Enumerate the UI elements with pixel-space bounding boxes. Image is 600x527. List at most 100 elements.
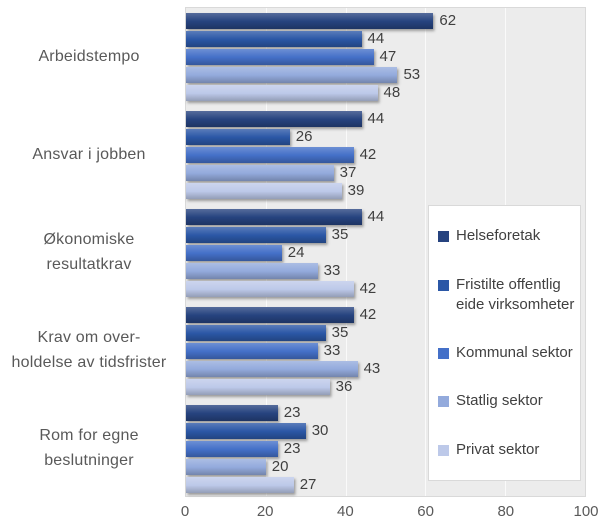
bar-value-label: 42 [359, 146, 377, 163]
gridline-40 [345, 8, 347, 496]
legend-swatch-icon [438, 396, 449, 408]
category-label-line: Arbeidstempo [38, 47, 140, 65]
bar-row: 20 [186, 459, 585, 475]
legend-swatch-icon [438, 444, 449, 456]
legend-label: Fristilte offentlig eide virksomheter [456, 275, 575, 313]
bar [186, 245, 282, 261]
bar-row: 47 [186, 49, 585, 65]
legend-label: Privat sektor [456, 440, 540, 458]
bar [186, 405, 278, 421]
legend-label: Statlig sektor [456, 392, 543, 410]
category-label-line: Rom for egne [39, 427, 139, 444]
bar [186, 13, 434, 29]
x-axis-tick-label: 100 [573, 503, 599, 520]
category-label: Økonomiske resultatkrav [0, 203, 178, 301]
bar [186, 281, 354, 297]
legend-item: Fristilte offentlig eide virksomheter [438, 275, 578, 315]
x-axis-tick-label: 40 [337, 503, 354, 520]
legend-swatch-icon [438, 279, 449, 291]
bar-row: 23 [186, 405, 585, 421]
bar-value-label: 27 [299, 476, 317, 493]
bar-row: 27 [186, 477, 585, 493]
bar-row: 23 [186, 441, 585, 457]
bar-row: 33 [186, 263, 585, 279]
bar [186, 441, 278, 457]
value-axis: 0 20 40 60 80 100 [0, 497, 600, 527]
bar [186, 111, 362, 127]
bar-value-label: 44 [367, 208, 385, 225]
bar-group: 62 44 47 53 48 [186, 8, 585, 106]
bar-value-label: 35 [331, 226, 349, 243]
category-label-line: Krav om over- [37, 329, 141, 346]
bar-value-label: 39 [347, 182, 365, 199]
bar-row: 24 [186, 245, 585, 261]
bar [186, 361, 358, 377]
bar-row: 37 [186, 165, 585, 181]
bar-group: 44 26 42 37 39 [186, 106, 585, 204]
bar-group: 42 35 33 43 36 [186, 302, 585, 400]
bar [186, 49, 374, 65]
bar-row: 30 [186, 423, 585, 439]
bar-group: 23 30 23 20 27 [186, 400, 585, 498]
bar-row: 53 [186, 67, 585, 83]
bar-value-label: 48 [383, 84, 401, 101]
x-axis-tick-label: 60 [417, 503, 434, 520]
bar-value-label: 26 [295, 128, 313, 145]
bar [186, 325, 326, 341]
category-label: Krav om over-holdelse av tidsfrister [0, 301, 178, 399]
bar [186, 147, 354, 163]
bar [186, 343, 318, 359]
bar-value-label: 33 [323, 262, 341, 279]
bar [186, 31, 362, 47]
x-axis-tick-label: 80 [497, 503, 515, 520]
category-label-line: beslutninger [44, 452, 134, 469]
category-label: Arbeidstempo [0, 7, 178, 105]
legend-swatch-icon [438, 347, 449, 359]
bar-row: 35 [186, 227, 585, 243]
legend-label: Helseforetak [456, 227, 541, 245]
bar-row: 44 [186, 209, 585, 225]
bar-value-label: 43 [363, 360, 381, 377]
bar-row: 42 [186, 281, 585, 297]
legend: Helseforetak Fristilte offentlig eide vir… [428, 205, 581, 481]
bar-row: 42 [186, 147, 585, 163]
legend-label: Kommunal sektor [456, 343, 573, 361]
bar-row: 36 [186, 379, 585, 395]
bar [186, 183, 342, 199]
bar [186, 67, 398, 83]
category-label: Ansvar i jobben [0, 105, 178, 203]
bar-row: 62 [186, 13, 585, 29]
bar-value-label: 62 [439, 12, 457, 29]
bar-value-label: 23 [283, 440, 301, 457]
bar-groups: 62 44 47 53 48 44 26 42 37 39 44 35 24 33 42 42 35 33 43 36… [186, 8, 585, 496]
bar-row: 26 [186, 129, 585, 145]
category-label: Rom for egne beslutninger [0, 399, 178, 497]
category-label-line: Økonomiske [43, 231, 135, 248]
bar-value-label: 33 [323, 342, 341, 359]
bar-value-label: 44 [367, 30, 385, 47]
bar-value-label: 53 [403, 66, 421, 83]
legend-item: Kommunal sektor [438, 343, 578, 363]
bar [186, 85, 378, 101]
bar [186, 423, 306, 439]
bar-row: 48 [186, 85, 585, 101]
bar-value-label: 37 [339, 164, 357, 181]
bar-row: 39 [186, 183, 585, 199]
category-label-line: resultatkrav [46, 256, 132, 273]
legend-swatch-icon [438, 231, 449, 243]
bar-row: 35 [186, 325, 585, 341]
bar-value-label: 42 [359, 306, 377, 323]
bar [186, 209, 362, 225]
bar-value-label: 36 [335, 378, 353, 395]
bar-row: 42 [186, 307, 585, 323]
bar-value-label: 35 [331, 324, 349, 341]
bar-row: 44 [186, 31, 585, 47]
bar-row: 43 [186, 361, 585, 377]
bar-row: 33 [186, 343, 585, 359]
bar-value-label: 47 [379, 48, 397, 65]
bar [186, 263, 318, 279]
bar [186, 129, 290, 145]
bar [186, 379, 330, 395]
bar [186, 459, 266, 475]
